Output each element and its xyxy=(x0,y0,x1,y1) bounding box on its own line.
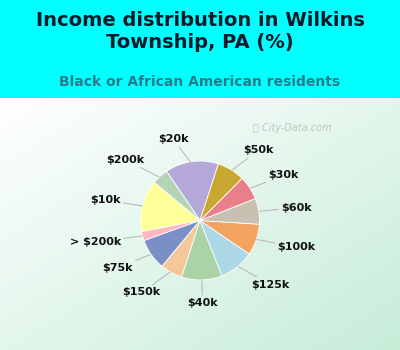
Text: $200k: $200k xyxy=(107,155,159,177)
Text: $50k: $50k xyxy=(232,146,273,170)
Wedge shape xyxy=(200,198,260,224)
Text: > $200k: > $200k xyxy=(70,236,142,247)
Text: ⓘ City-Data.com: ⓘ City-Data.com xyxy=(253,123,331,133)
Text: Income distribution in Wilkins
Township, PA (%): Income distribution in Wilkins Township,… xyxy=(36,10,364,52)
Wedge shape xyxy=(200,164,242,220)
Wedge shape xyxy=(142,220,200,241)
Wedge shape xyxy=(200,220,259,254)
Text: $150k: $150k xyxy=(122,272,170,298)
Wedge shape xyxy=(166,161,218,220)
Wedge shape xyxy=(200,220,249,276)
Text: $40k: $40k xyxy=(187,280,218,308)
Wedge shape xyxy=(162,220,200,277)
Wedge shape xyxy=(200,178,255,220)
Wedge shape xyxy=(144,220,200,266)
Text: $75k: $75k xyxy=(102,254,151,273)
Text: $60k: $60k xyxy=(259,203,312,213)
Wedge shape xyxy=(154,171,200,220)
Text: $100k: $100k xyxy=(257,239,316,252)
Wedge shape xyxy=(182,220,222,280)
Text: Black or African American residents: Black or African American residents xyxy=(60,75,340,89)
Text: $30k: $30k xyxy=(250,170,299,188)
Text: $10k: $10k xyxy=(90,195,142,206)
Wedge shape xyxy=(140,183,200,232)
Text: $125k: $125k xyxy=(238,266,290,289)
Text: $20k: $20k xyxy=(158,134,190,162)
